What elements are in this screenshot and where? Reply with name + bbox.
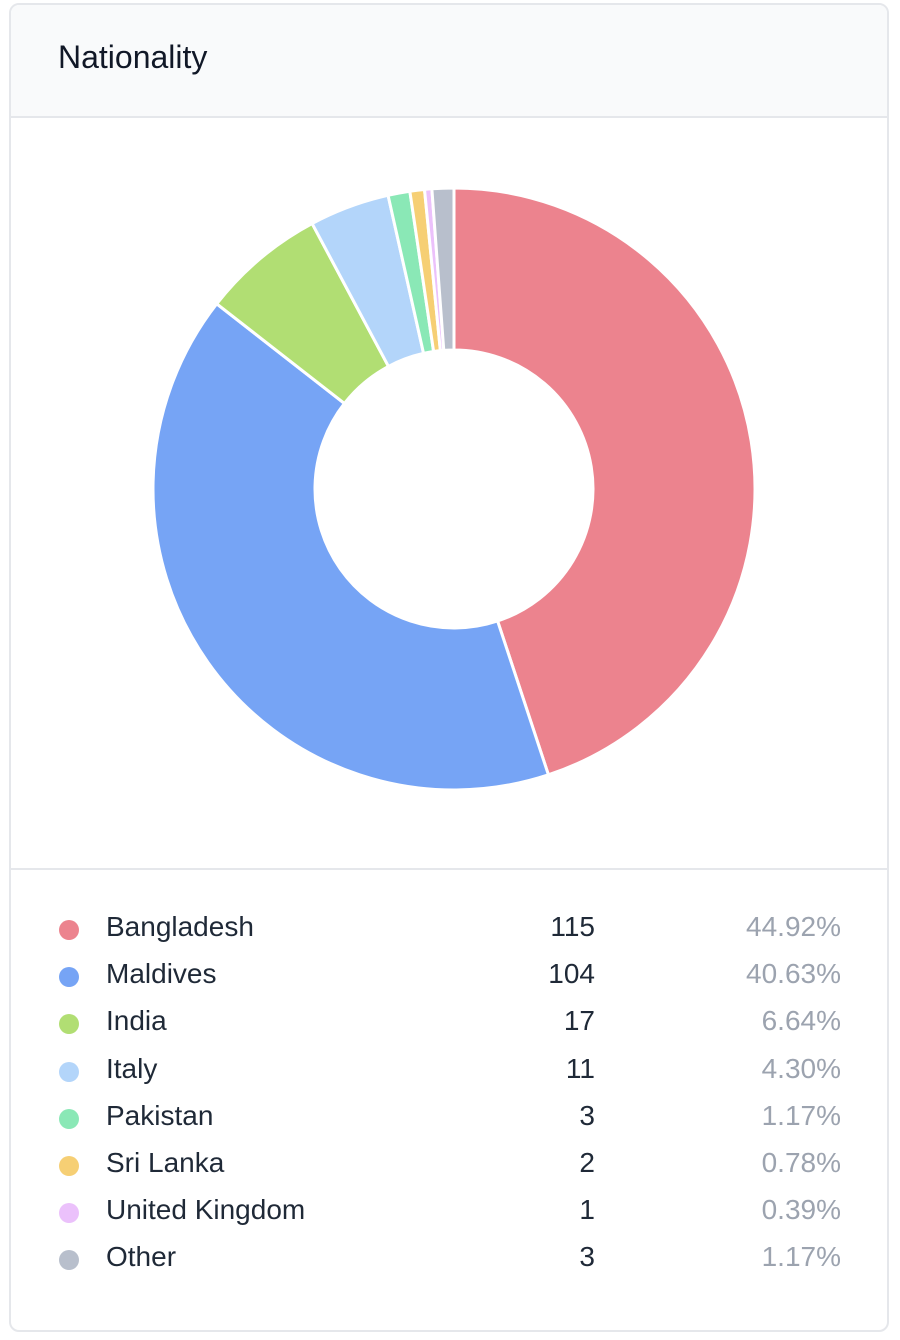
legend-percent: 44.92%: [746, 911, 841, 942]
legend-percent: 1.17%: [761, 1099, 841, 1131]
legend-label: Maldives: [106, 958, 217, 990]
legend-count: 2: [579, 1146, 595, 1178]
legend-count: 104: [548, 958, 595, 990]
legend-row-sri-lanka[interactable]: Sri Lanka 2 0.78%: [11, 1144, 887, 1191]
donut-slice-maldives[interactable]: [151, 301, 551, 792]
legend-dot: [59, 1014, 79, 1035]
donut-chart: [151, 186, 757, 792]
legend-count: 3: [579, 1099, 595, 1131]
chart-area: [11, 118, 887, 870]
legend-percent: 1.17%: [761, 1241, 841, 1273]
legend-dot: [59, 920, 79, 940]
legend-percent: 40.63%: [746, 958, 841, 990]
legend-label: Other: [106, 1241, 177, 1273]
legend-count: 11: [565, 1052, 595, 1084]
legend-label: United Kingdom: [106, 1194, 306, 1226]
legend-count: 17: [563, 1005, 595, 1037]
legend-count: 115: [550, 911, 595, 942]
card-header: Nationality: [11, 5, 887, 118]
legend-label: Sri Lanka: [106, 1146, 225, 1178]
legend-row-bangladesh[interactable]: Bangladesh 115 44.92%: [11, 908, 887, 955]
legend-label: Italy: [106, 1052, 158, 1084]
legend-dot: [59, 1203, 79, 1224]
legend-row-india[interactable]: India 17 6.64%: [11, 1002, 887, 1049]
legend-row-maldives[interactable]: Maldives 104 40.63%: [11, 955, 887, 1002]
legend-row-united-kingdom[interactable]: United Kingdom 1 0.39%: [11, 1191, 887, 1238]
legend-label: India: [106, 1005, 167, 1037]
legend-count: 3: [579, 1241, 595, 1273]
legend-label: Pakistan: [106, 1099, 214, 1131]
legend-row-other[interactable]: Other 3 1.17%: [11, 1238, 887, 1285]
donut-slice-bangladesh[interactable]: [452, 186, 757, 777]
legend-dot: [59, 967, 79, 988]
legend-percent: 4.30%: [761, 1052, 841, 1084]
donut-slice-other[interactable]: [430, 186, 456, 352]
legend-label: Bangladesh: [106, 911, 254, 942]
legend-percent: 6.64%: [761, 1005, 841, 1037]
nationality-card: Nationality Bangladesh 115 44.92% Maldiv…: [9, 3, 889, 1332]
legend-percent: 0.39%: [761, 1194, 841, 1226]
legend: Bangladesh 115 44.92% Maldives 104 40.63…: [11, 870, 887, 1286]
legend-dot: [59, 1108, 79, 1129]
legend-dot: [59, 1155, 79, 1176]
legend-count: 1: [579, 1194, 595, 1226]
legend-dot: [59, 1250, 79, 1271]
legend-dot: [59, 1061, 79, 1082]
legend-row-italy[interactable]: Italy 11 4.30%: [11, 1050, 887, 1097]
card-title: Nationality: [58, 39, 208, 75]
legend-percent: 0.78%: [761, 1146, 841, 1178]
legend-row-pakistan[interactable]: Pakistan 3 1.17%: [11, 1097, 887, 1144]
